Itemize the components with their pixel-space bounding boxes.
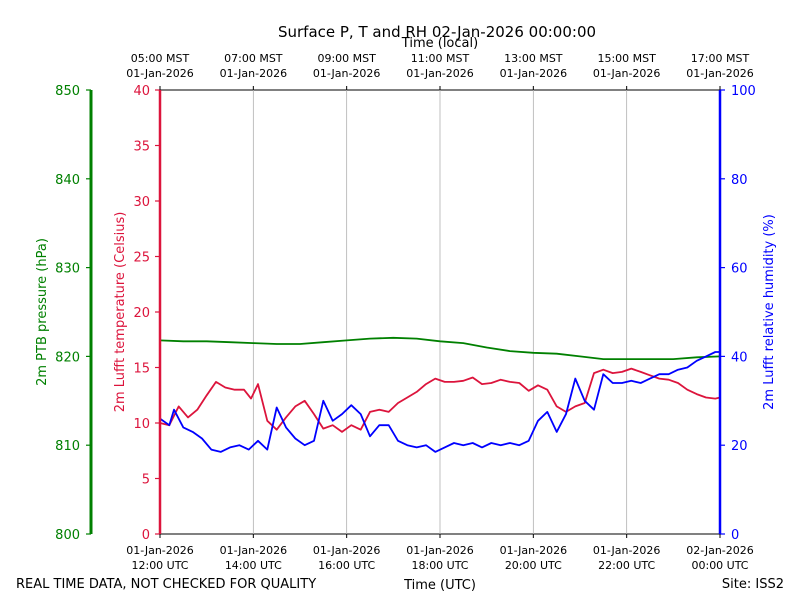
chart-title: Surface P, T and RH 02-Jan-2026 00:00:00 xyxy=(278,23,596,41)
bottom-tick-date-4: 01-Jan-2026 xyxy=(500,544,568,557)
top-tick-time-2: 09:00 MST xyxy=(317,52,376,65)
temperature-tick-label-40: 40 xyxy=(133,84,150,99)
humidity-tick-label-20: 20 xyxy=(731,439,748,454)
pressure-tick-label-840: 840 xyxy=(55,173,80,188)
humidity-tick-label-0: 0 xyxy=(731,528,739,543)
bottom-tick-time-3: 18:00 UTC xyxy=(411,559,468,572)
temperature-tick-label-5: 5 xyxy=(142,473,150,488)
bottom-tick-time-2: 16:00 UTC xyxy=(318,559,375,572)
pressure-tick-label-810: 810 xyxy=(55,439,80,454)
bottom-tick-date-3: 01-Jan-2026 xyxy=(406,544,474,557)
humidity-series-line xyxy=(159,351,720,453)
top-tick-time-4: 13:00 MST xyxy=(504,52,563,65)
temperature-tick-label-10: 10 xyxy=(133,417,150,432)
temperature-tick-label-15: 15 xyxy=(133,362,150,377)
bottom-tick-date-2: 01-Jan-2026 xyxy=(313,544,381,557)
top-tick-date-2: 01-Jan-2026 xyxy=(313,67,381,80)
top-tick-date-3: 01-Jan-2026 xyxy=(406,67,474,80)
temperature-tick-label-35: 35 xyxy=(133,140,150,155)
series-lines xyxy=(159,336,721,453)
humidity-tick-label-60: 60 xyxy=(731,262,748,277)
bottom-tick-date-1: 01-Jan-2026 xyxy=(220,544,288,557)
top-tick-time-1: 07:00 MST xyxy=(224,52,283,65)
top-axis-label: Time (local) xyxy=(401,36,478,51)
pressure-tick-label-820: 820 xyxy=(55,350,80,365)
axes: 800 810 820 830 840 850 0 5 10 15 20 25 30 35 40 0 20 40 6… xyxy=(55,84,756,543)
temperature-tick-label-25: 25 xyxy=(133,251,150,266)
humidity-tick-label-40: 40 xyxy=(731,350,748,365)
time-ticks: 01-Jan-2026 12:00 UTC 01-Jan-2026 14:00 UTC… xyxy=(126,52,754,572)
grid-lines xyxy=(252,90,628,534)
temperature-tick-label-20: 20 xyxy=(133,306,150,321)
top-tick-date-6: 01-Jan-2026 xyxy=(686,67,754,80)
bottom-tick-date-6: 02-Jan-2026 xyxy=(686,544,754,557)
bottom-tick-time-6: 00:00 UTC xyxy=(691,559,748,572)
top-tick-date-1: 01-Jan-2026 xyxy=(220,67,288,80)
bottom-tick-date-0: 01-Jan-2026 xyxy=(126,544,194,557)
pressure-series-line xyxy=(159,336,721,361)
bottom-tick-time-0: 12:00 UTC xyxy=(131,559,188,572)
pressure-tick-label-800: 800 xyxy=(55,528,80,543)
top-tick-time-5: 15:00 MST xyxy=(597,52,656,65)
site-label: Site: ISS2 xyxy=(722,577,784,592)
pressure-tick-label-850: 850 xyxy=(55,84,80,99)
humidity-tick-label-100: 100 xyxy=(731,84,756,99)
humidity-tick-label-80: 80 xyxy=(731,173,748,188)
bottom-axis-label: Time (UTC) xyxy=(403,578,476,593)
temperature-series-line xyxy=(159,367,721,433)
temperature-axis-label: 2m Lufft temperature (Celsius) xyxy=(113,212,128,413)
top-tick-time-3: 11:00 MST xyxy=(411,52,470,65)
quality-note: REAL TIME DATA, NOT CHECKED FOR QUALITY xyxy=(16,577,316,592)
top-tick-date-0: 01-Jan-2026 xyxy=(126,67,194,80)
bottom-tick-date-5: 01-Jan-2026 xyxy=(593,544,661,557)
bottom-tick-time-1: 14:00 UTC xyxy=(225,559,282,572)
temperature-tick-label-0: 0 xyxy=(142,528,150,543)
temperature-tick-label-30: 30 xyxy=(133,195,150,210)
top-tick-date-4: 01-Jan-2026 xyxy=(500,67,568,80)
humidity-axis-label: 2m Lufft relative humidity (%) xyxy=(762,214,777,410)
top-tick-time-0: 05:00 MST xyxy=(131,52,190,65)
bottom-tick-time-5: 22:00 UTC xyxy=(598,559,655,572)
pressure-tick-label-830: 830 xyxy=(55,262,80,277)
top-tick-time-6: 17:00 MST xyxy=(691,52,750,65)
bottom-tick-time-4: 20:00 UTC xyxy=(505,559,562,572)
top-tick-date-5: 01-Jan-2026 xyxy=(593,67,661,80)
pressure-axis-label: 2m PTB pressure (hPa) xyxy=(35,238,50,386)
